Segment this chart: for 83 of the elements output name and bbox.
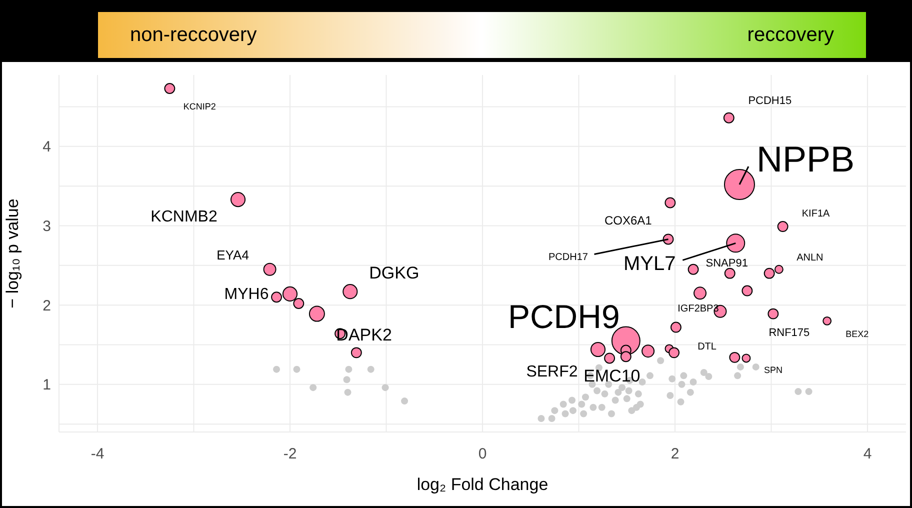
data-label: EYA4: [216, 247, 249, 262]
point: [666, 392, 674, 400]
data-label: RNF175: [768, 326, 810, 339]
point: [668, 375, 676, 382]
point: [618, 384, 626, 392]
point: [623, 395, 630, 402]
point: [594, 387, 601, 394]
point: [612, 396, 619, 404]
point: [560, 400, 567, 408]
data-label: DAPK2: [336, 326, 392, 345]
point: [625, 387, 632, 394]
point: [705, 372, 712, 380]
point: [736, 363, 744, 370]
data-label: KCNMB2: [150, 208, 218, 226]
point: [805, 388, 812, 396]
point: [569, 407, 576, 414]
point: [636, 400, 644, 408]
x-tick-label: 4: [863, 446, 872, 463]
data-label: COX6A1: [604, 214, 652, 228]
point: [598, 404, 606, 411]
data-label: DTL: [698, 342, 717, 353]
data-label: ANLN: [796, 252, 824, 264]
point: [578, 400, 586, 408]
point: [608, 410, 615, 418]
point: [568, 396, 576, 404]
x-axis-title: log₂ Fold Change: [416, 475, 548, 494]
y-tick-label: 4: [42, 138, 51, 156]
point: [401, 398, 408, 405]
data-label: SERF2: [526, 363, 578, 380]
point: [734, 372, 742, 380]
point: [614, 388, 622, 396]
x-tick-label: 2: [670, 446, 680, 463]
point: [582, 394, 589, 401]
point: [548, 415, 556, 422]
point: [562, 410, 569, 418]
point: [628, 407, 636, 414]
point: [310, 384, 317, 392]
point: [752, 363, 760, 370]
data-label: DGKG: [369, 264, 420, 283]
data-label: BEX2: [846, 328, 869, 339]
y-tick-label: 3: [42, 218, 51, 236]
point: [345, 366, 352, 373]
data-label: MYL7: [624, 253, 676, 276]
text: reccovery: [747, 24, 834, 47]
point: [580, 410, 588, 418]
point: [551, 407, 558, 414]
y-tick-label: 2: [42, 297, 51, 314]
data-label: NPPB: [756, 138, 855, 180]
x-tick-label: -2: [283, 446, 297, 463]
point: [677, 398, 684, 406]
point: [273, 366, 280, 373]
text: non-reccovery: [130, 24, 257, 47]
point: [601, 390, 608, 398]
point: [657, 357, 664, 364]
point: [680, 372, 688, 380]
data-label: PCDH15: [748, 94, 792, 107]
data-label: SPN: [764, 365, 782, 376]
data-label: EMC10: [584, 366, 640, 386]
y-axis-title: − log₁₀ p value: [3, 198, 22, 308]
y-tick-label: 1: [42, 376, 51, 394]
point: [634, 390, 642, 398]
point: [646, 372, 654, 380]
point: [382, 384, 389, 392]
point: [678, 380, 686, 388]
data-label: KCNIP2: [183, 101, 216, 112]
point: [794, 388, 802, 396]
point: [538, 415, 545, 422]
data-label: PCDH17: [548, 252, 588, 264]
x-tick-label: 0: [478, 446, 487, 463]
point: [293, 366, 300, 373]
data-label: PCDH9: [508, 298, 620, 335]
point: [343, 376, 350, 384]
data-label: KIF1A: [802, 208, 830, 220]
point: [690, 378, 697, 386]
data-label: MYH6: [224, 286, 269, 304]
point: [344, 388, 352, 396]
point: [367, 366, 374, 373]
x-tick-label: -4: [90, 446, 104, 463]
point: [590, 404, 597, 411]
point: [686, 388, 694, 396]
data-label: SNAP91: [706, 257, 748, 270]
point: [638, 378, 646, 386]
point: [700, 369, 708, 376]
